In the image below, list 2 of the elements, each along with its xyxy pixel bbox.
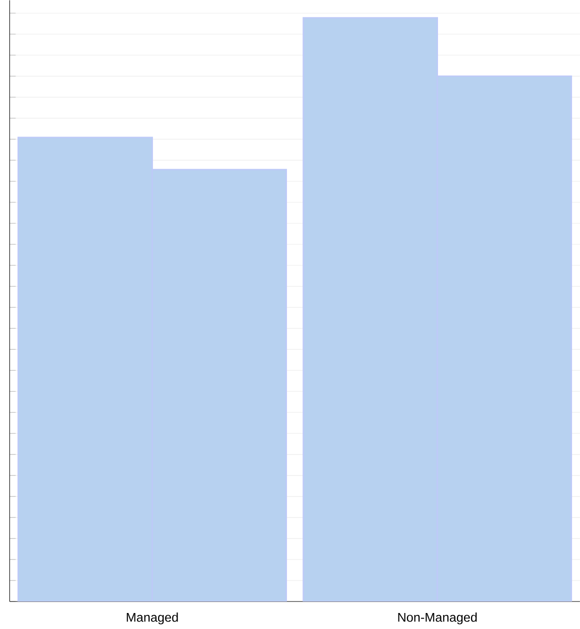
x-tick-label: Managed [126, 612, 178, 624]
x-tick-label: Non-Managed [398, 612, 477, 624]
